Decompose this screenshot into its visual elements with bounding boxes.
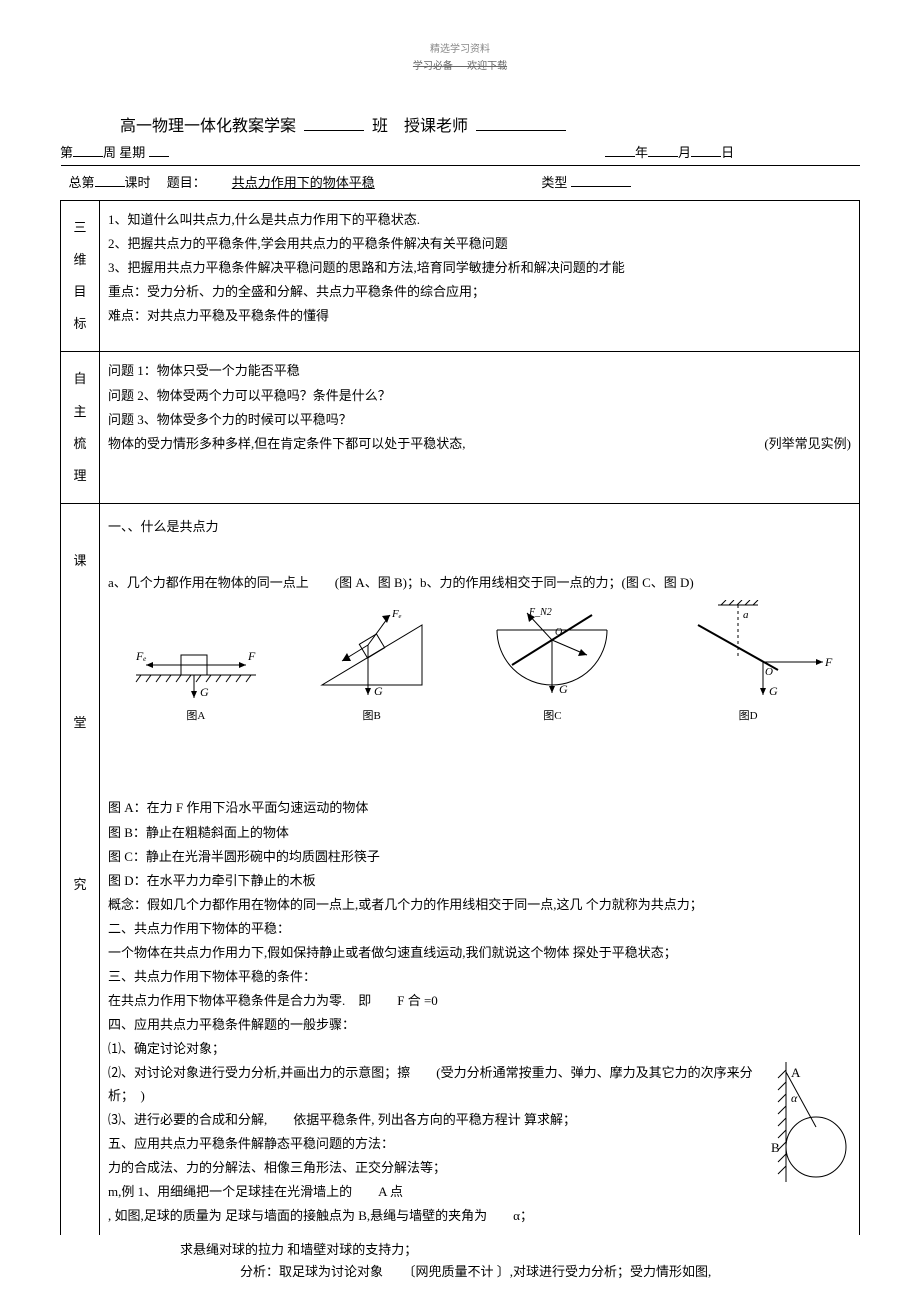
self-q2: 问题 2、物体受两个力可以平稳吗？条件是什么？ xyxy=(108,385,851,407)
goal-3: 3、把握用共点力平稳条件解决平稳问题的思路和方法,培育同学敏捷分析和解决问题的才… xyxy=(108,257,851,279)
dia-c-label: 图C xyxy=(477,707,627,726)
svg-text:O: O xyxy=(765,666,773,678)
goal-2: 2、把握共点力的平稳条件,学会用共点力的平稳条件解决有关平稳问题 xyxy=(108,233,851,255)
week-suffix: 周 星期 xyxy=(103,145,145,160)
explore-content: 一、、什么是共点力 a、几个力都作用在物体的同一点上 (图 A、图 B)；b、力… xyxy=(100,503,860,1235)
period-label: 课时 xyxy=(125,175,151,190)
svg-text:G: G xyxy=(200,685,209,699)
self-q3: 问题 3、物体受多个力的时候可以平稳吗？ xyxy=(108,409,851,431)
wall-svg: A α B xyxy=(761,1062,851,1182)
desc-8: 在共点力作用下物体平稳条件是合力为零. 即 F 合 =0 xyxy=(108,990,851,1012)
goal-hard: 难点：对共点力平稳及平稳条件的懂得 xyxy=(108,305,851,327)
diagram-a-svg: Fₑ F G xyxy=(126,620,266,700)
dia-d-label: 图D xyxy=(663,707,833,726)
goals-content: 1、知道什么叫共点力,什么是共点力作用下的平稳状态. 2、把握共点力的平稳条件,… xyxy=(100,201,860,352)
blank-month xyxy=(648,143,678,157)
svg-text:F_N2: F_N2 xyxy=(528,607,552,618)
class-label: 班 xyxy=(372,118,388,135)
desc-7: 三、共点力作用下物体平稳的条件： xyxy=(108,966,851,988)
diagram-a: Fₑ F G 图A xyxy=(126,620,266,725)
desc-4: 概念：假如几个力都作用在物体的同一点上,或者几个力的作用线相交于同一点,这几 个… xyxy=(108,894,851,916)
blank-day xyxy=(691,143,721,157)
main-table: 总第 课时 题目： 共点力作用下的物体平稳 类型 三维目标 1、知道什么叫共点力,… xyxy=(60,165,860,1235)
desc-0: 图 A：在力 F 作用下沿水平面匀速运动的物体 xyxy=(108,797,851,819)
self-last-right: (列举常见实例) xyxy=(764,433,851,455)
self-q1: 问题 1：物体只受一个力能否平稳 xyxy=(108,360,851,382)
desc-1: 图 B：静止在粗糙斜面上的物体 xyxy=(108,822,851,844)
desc-6: 一个物体在共点力作用力下,假如保持静止或者做匀速直线运动,我们就说这个物体 探处… xyxy=(108,942,851,964)
desc-16: , 如图,足球的质量为 足球与墙面的接触点为 B,悬绳与墙壁的夹角为 α； xyxy=(108,1205,851,1227)
diagram-row: Fₑ F G 图A Fₑ xyxy=(108,600,851,725)
svg-text:G: G xyxy=(769,684,778,698)
self-last: 物体的受力情形多种多样,但在肯定条件下都可以处于平稳状态, (列举常见实例) xyxy=(108,433,851,455)
section1-title: 一、、什么是共点力 xyxy=(108,516,851,538)
month-label: 月 xyxy=(678,145,691,160)
bottom-l1: 求悬绳对球的拉力 和墙壁对球的支持力； xyxy=(180,1239,860,1261)
desc-9: 四、应用共点力平稳条件解题的一般步骤： xyxy=(108,1014,851,1036)
self-label: 自主梳理 xyxy=(61,352,100,503)
desc-15: m,例 1、用细绳把一个足球挂在光滑墙上的 A 点 xyxy=(108,1181,851,1203)
line-a: a、几个力都作用在物体的同一点上 (图 A、图 B)；b、力的作用线相交于同一点… xyxy=(108,572,851,594)
blank-weekday xyxy=(149,143,169,157)
svg-text:O: O xyxy=(555,627,562,638)
blank-type xyxy=(571,173,631,187)
desc-10: ⑴、确定讨论对象； xyxy=(108,1038,851,1060)
diagram-d-svg: a F O G xyxy=(663,600,833,700)
desc-13: 五、应用共点力平稳条件解静态平稳问题的方法： xyxy=(108,1133,851,1155)
title-main: 高一物理一体化教案学案 xyxy=(120,118,296,135)
type-label: 类型 xyxy=(541,175,567,190)
topic-label: 题目： xyxy=(167,175,206,190)
dia-b-label: 图B xyxy=(302,707,442,726)
blank-teacher xyxy=(476,114,566,131)
explore-label: 课 堂 究 xyxy=(61,503,100,1235)
week-prefix: 第 xyxy=(60,145,73,160)
desc-3: 图 D：在水平力力牵引下静止的木板 xyxy=(108,870,851,892)
topic-row: 总第 课时 题目： 共点力作用下的物体平稳 类型 xyxy=(61,166,860,201)
svg-text:Fₑ: Fₑ xyxy=(391,608,402,620)
goals-label: 三维目标 xyxy=(61,201,100,352)
diagram-c: F_N2 O G 图C xyxy=(477,605,627,725)
desc-5: 二、共点力作用下物体的平稳： xyxy=(108,918,851,940)
blank-class xyxy=(304,114,364,131)
diagram-b-svg: Fₑ G xyxy=(302,605,442,700)
desc-2: 图 C：静止在光滑半圆形碗中的均质圆柱形筷子 xyxy=(108,846,851,868)
goal-key: 重点：受力分析、力的全盛和分解、共点力平稳条件的综合应用； xyxy=(108,281,851,303)
total-prefix: 总第 xyxy=(69,175,95,190)
desc-14: 力的合成法、力的分解法、相像三角形法、正交分解法等； xyxy=(108,1157,851,1179)
self-last-left: 物体的受力情形多种多样,但在肯定条件下都可以处于平稳状态, xyxy=(108,433,466,455)
blank-year xyxy=(605,143,635,157)
diagram-d: a F O G 图D xyxy=(663,600,833,725)
svg-text:α: α xyxy=(791,1091,798,1105)
svg-text:a: a xyxy=(743,609,749,621)
wall-figure: A α B xyxy=(761,1062,851,1189)
svg-text:A: A xyxy=(791,1065,801,1080)
meta-row-1: 第 周 星期 年 月 日 xyxy=(60,142,860,161)
svg-text:G: G xyxy=(374,684,383,698)
svg-text:G: G xyxy=(559,682,568,696)
svg-text:F: F xyxy=(824,655,833,669)
header-small: 精选学习资料 xyxy=(60,40,860,55)
year-label: 年 xyxy=(635,145,648,160)
dia-a-label: 图A xyxy=(126,707,266,726)
diagram-c-svg: F_N2 O G xyxy=(477,605,627,700)
svg-text:B: B xyxy=(771,1140,780,1155)
desc-11: ⑵、对讨论对象进行受力分析,并画出力的示意图；擦 (受力分析通常按重力、弹力、摩… xyxy=(108,1062,851,1106)
desc-12: ⑶、进行必要的合成和分解, 依据平稳条件, 列出各方向的平稳方程计 算求解； xyxy=(108,1109,851,1131)
header-strike: 学习必备 - - 欢迎下载 xyxy=(60,57,860,72)
topic-text: 共点力作用下的物体平稳 xyxy=(232,175,375,190)
diagram-b: Fₑ G 图B xyxy=(302,605,442,725)
bottom-lines: 求悬绳对球的拉力 和墙壁对球的支持力； 分析：取足球为讨论对象 〔网兜质量不计 … xyxy=(180,1239,860,1283)
blank-total xyxy=(95,173,125,187)
title-row: 高一物理一体化教案学案 班 授课老师 xyxy=(120,112,860,136)
bottom-l2: 分析：取足球为讨论对象 〔网兜质量不计 〕,对球进行受力分析；受力情形如图, xyxy=(240,1261,860,1283)
blank-week xyxy=(73,143,103,157)
self-content: 问题 1：物体只受一个力能否平稳 问题 2、物体受两个力可以平稳吗？条件是什么？… xyxy=(100,352,860,503)
teacher-label: 授课老师 xyxy=(404,118,468,135)
goal-1: 1、知道什么叫共点力,什么是共点力作用下的平稳状态. xyxy=(108,209,851,231)
svg-text:F: F xyxy=(247,649,256,663)
day-label: 日 xyxy=(721,145,734,160)
svg-text:Fₑ: Fₑ xyxy=(135,649,146,663)
